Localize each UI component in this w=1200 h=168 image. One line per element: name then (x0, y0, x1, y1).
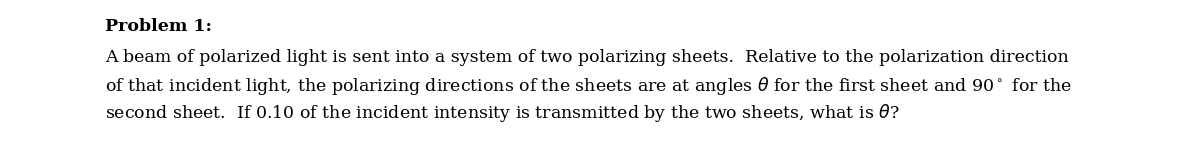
Text: A beam of polarized light is sent into a system of two polarizing sheets.  Relat: A beam of polarized light is sent into a… (106, 49, 1069, 66)
Text: of that incident light, the polarizing directions of the sheets are at angles $\: of that incident light, the polarizing d… (106, 75, 1072, 97)
Text: second sheet.  If 0.10 of the incident intensity is transmitted by the two sheet: second sheet. If 0.10 of the incident in… (106, 101, 900, 123)
Text: Problem 1:: Problem 1: (106, 18, 212, 35)
